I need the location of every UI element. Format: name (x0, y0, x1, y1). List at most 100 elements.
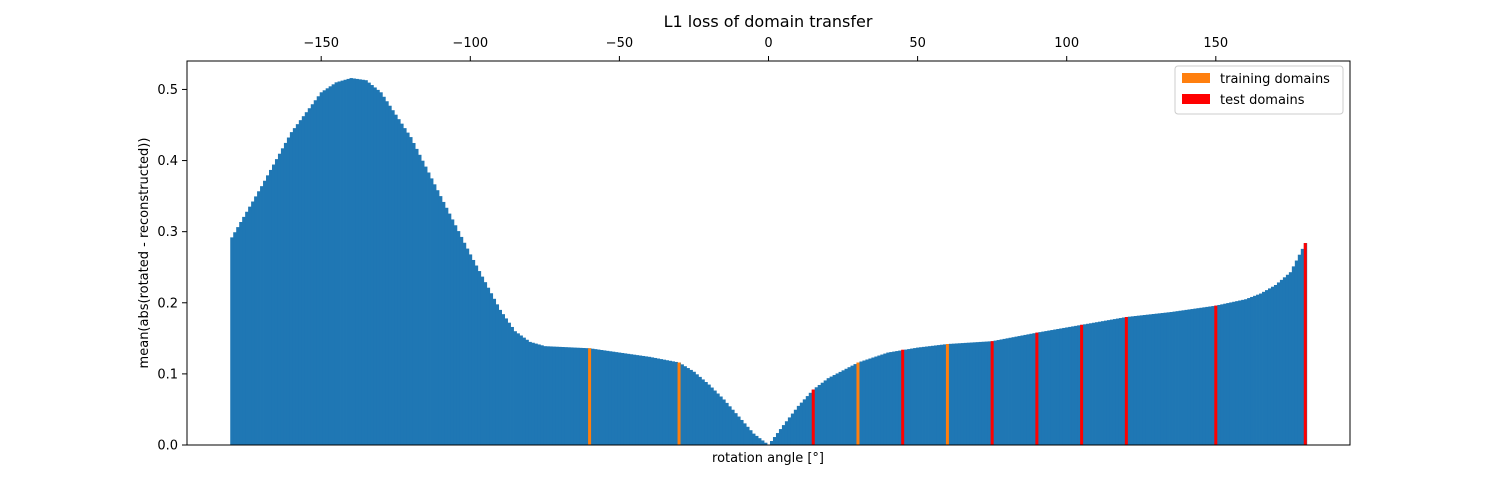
bar (415, 148, 419, 445)
bar (1273, 285, 1278, 445)
bar (447, 213, 452, 445)
bar (1282, 277, 1287, 445)
bar (567, 347, 571, 445)
bar (752, 433, 756, 445)
bar (242, 216, 246, 445)
bar (430, 178, 434, 445)
bar (346, 78, 350, 446)
bar (295, 124, 300, 446)
bar (898, 350, 902, 445)
bar (793, 409, 798, 445)
bar (1011, 337, 1015, 445)
bar (1005, 338, 1009, 445)
bar (737, 416, 741, 445)
bar (814, 387, 819, 445)
bar (614, 352, 619, 445)
bar (683, 366, 687, 445)
legend-box (1174, 65, 1344, 115)
bar (993, 340, 998, 445)
bar (1229, 302, 1233, 445)
bar (805, 396, 810, 445)
base-bars (230, 78, 1308, 446)
bar (361, 79, 365, 446)
bar (975, 342, 980, 445)
bar (1092, 322, 1096, 445)
bar (1041, 331, 1045, 445)
legend-label-training: training domains (1220, 72, 1330, 87)
x-axis-ticks: −150 −100 −50 0 50 100 150 (303, 36, 1228, 61)
bar (1169, 312, 1173, 445)
bar (939, 344, 944, 445)
bar (1172, 311, 1176, 445)
bar (316, 96, 321, 446)
bar (579, 347, 583, 445)
bar (871, 357, 875, 445)
bar (680, 364, 684, 445)
bar (492, 298, 497, 445)
bar (1056, 328, 1060, 445)
bar (283, 142, 288, 446)
y-axis-label: mean(abs(rotated - reconstructed)) (137, 138, 152, 369)
bar (1247, 298, 1251, 445)
bar (1202, 307, 1206, 445)
bar (981, 341, 986, 445)
bar (546, 346, 550, 445)
bar (1184, 309, 1188, 445)
bar (999, 339, 1003, 445)
bar (1235, 301, 1239, 445)
bar (689, 369, 693, 445)
bar (513, 331, 517, 445)
bar (740, 419, 744, 445)
bar (1112, 319, 1117, 445)
bar (1190, 309, 1194, 445)
bar (600, 350, 604, 445)
bar (605, 350, 610, 445)
bar (1101, 321, 1105, 445)
bar (853, 364, 857, 445)
bar (886, 352, 890, 445)
bar (477, 271, 482, 445)
bar (239, 222, 243, 445)
training-domain-bar (588, 348, 592, 445)
bar (573, 347, 577, 445)
bar (1262, 291, 1266, 445)
bar (1154, 313, 1159, 445)
bar (951, 343, 956, 445)
x-tick-label: 100 (1054, 36, 1079, 51)
bar (1256, 294, 1260, 445)
bar (456, 231, 461, 445)
bar (892, 351, 896, 445)
bar (635, 355, 640, 445)
bar (686, 368, 690, 445)
bar (397, 119, 401, 446)
bar (1103, 320, 1108, 445)
bar (340, 80, 344, 445)
y-axis-ticks: 0.0 0.1 0.2 0.3 0.4 0.5 (157, 83, 187, 454)
bar (537, 344, 541, 445)
legend: training domains test domains (1174, 65, 1344, 115)
bar (823, 380, 828, 445)
bar (960, 343, 965, 445)
bar (916, 347, 920, 445)
bar (734, 413, 738, 445)
bar (769, 441, 774, 445)
bar (603, 350, 607, 445)
bar (704, 382, 708, 445)
bar (298, 120, 303, 445)
bar (668, 360, 672, 445)
bar (835, 373, 839, 445)
bar (755, 435, 759, 445)
bar (838, 371, 842, 445)
bar (1044, 331, 1048, 445)
bar (1118, 318, 1123, 445)
bar (1083, 324, 1087, 445)
bar (1017, 336, 1021, 445)
bar (301, 116, 306, 446)
bar (1148, 314, 1153, 445)
bar (1142, 315, 1147, 445)
bar (1106, 320, 1111, 445)
bar (1065, 327, 1069, 445)
bar (847, 367, 851, 445)
domain-bars (588, 243, 1307, 445)
bar (450, 219, 455, 445)
